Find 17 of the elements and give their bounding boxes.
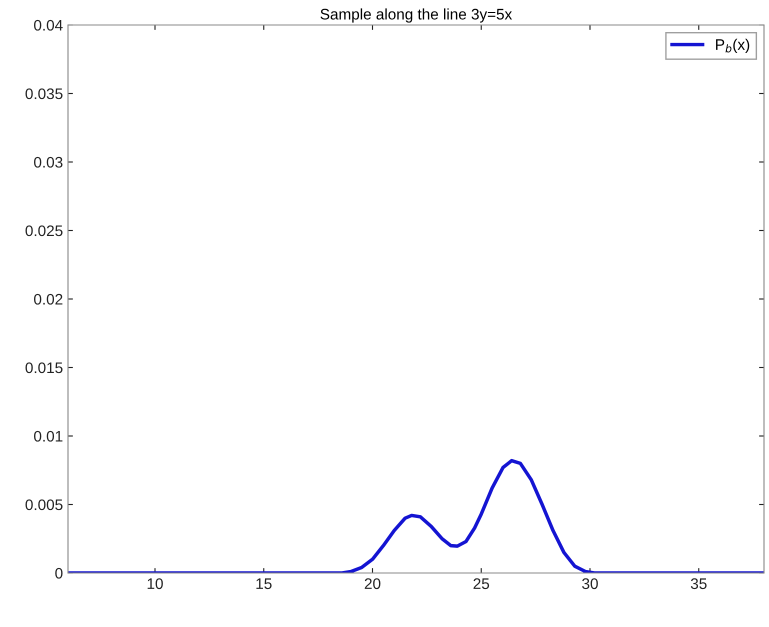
x-tick-label: 15 bbox=[256, 578, 272, 590]
y-tick-label: 0.015 bbox=[26, 362, 62, 374]
legend-label: P$_{b}$(x) bbox=[716, 38, 750, 53]
y-tick-label: 0.025 bbox=[26, 225, 62, 236]
x-tick-label: 20 bbox=[364, 578, 380, 590]
y-tick-label: 0.02 bbox=[34, 294, 62, 305]
chart-title: Sample along the line 3y=5x bbox=[320, 8, 512, 23]
x-tick-label: 35 bbox=[690, 578, 707, 590]
y-tick-label: 0 bbox=[55, 568, 63, 579]
y-tick-label: 0.01 bbox=[34, 430, 62, 442]
x-tick-label: 10 bbox=[148, 578, 163, 590]
y-tick-label: 0.035 bbox=[26, 88, 62, 100]
x-tick-label: 25 bbox=[474, 578, 490, 590]
y-tick-label: 0.03 bbox=[34, 156, 62, 168]
y-tick-label: 0.04 bbox=[34, 20, 63, 31]
y-tick-label: 0.005 bbox=[26, 499, 62, 510]
x-tick-label: 30 bbox=[582, 578, 598, 590]
